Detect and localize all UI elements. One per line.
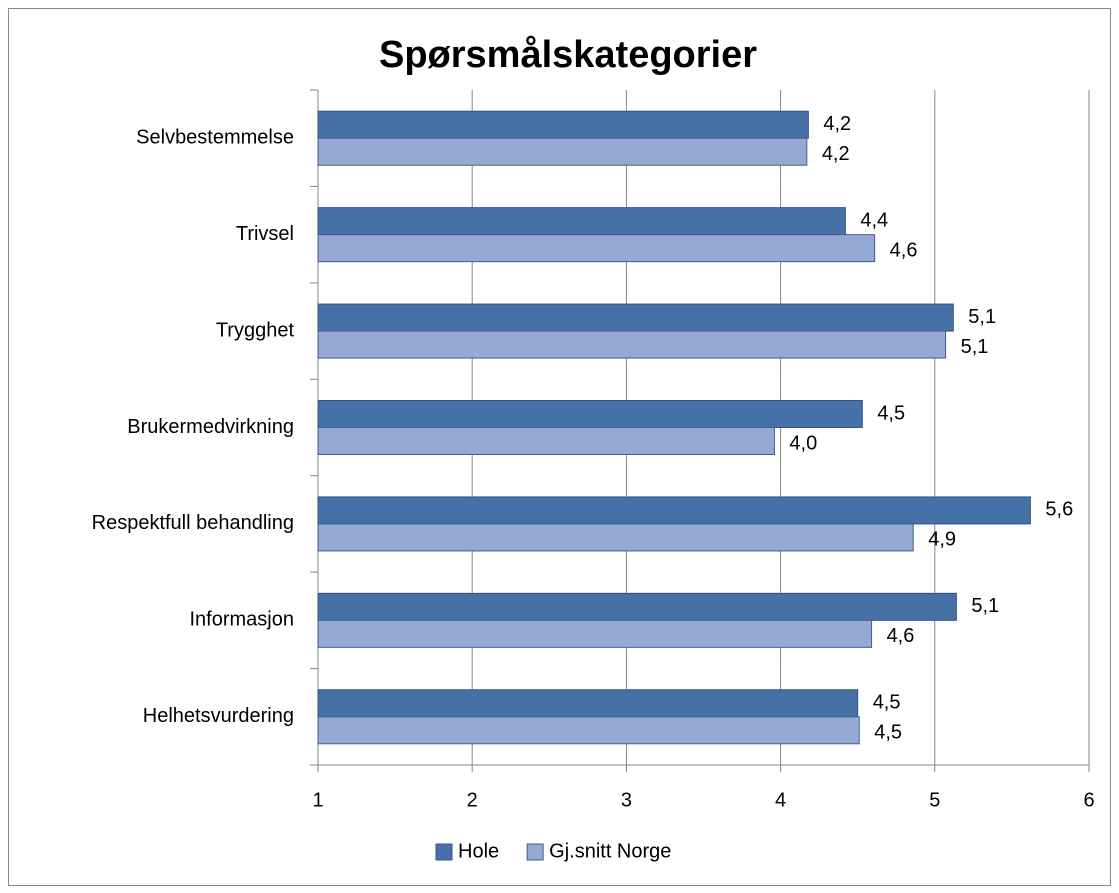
chart-title: Spørsmålskategorier (379, 34, 757, 76)
bar (317, 137, 808, 166)
legend-swatch (435, 843, 453, 861)
legend-label: Gj.snitt Norge (549, 840, 671, 862)
x-tick-label: 2 (467, 789, 478, 811)
y-tick-label: Helhetsvurdering (143, 705, 294, 727)
y-tick-label: Respektfull behandling (92, 512, 294, 534)
y-tick-label: Trygghet (216, 319, 295, 341)
y-tick-label: Informasjon (190, 609, 295, 631)
value-label: 5,6 (1045, 499, 1073, 521)
value-label: 4,4 (860, 209, 888, 231)
bar (317, 427, 775, 455)
x-tick-label: 4 (775, 789, 786, 811)
bar (317, 592, 957, 621)
bar (317, 496, 1031, 525)
bar (317, 303, 954, 332)
bar (317, 400, 863, 428)
bar (317, 523, 914, 552)
value-label: 4,6 (887, 625, 915, 647)
bar (317, 716, 860, 745)
x-tick-label: 1 (312, 789, 323, 811)
value-label: 4,9 (928, 529, 956, 551)
bar (317, 207, 846, 236)
bar (317, 619, 873, 648)
bar (317, 110, 809, 139)
value-label: 4,5 (874, 722, 902, 744)
y-tick-label: Selvbestemmelse (136, 126, 294, 148)
bar (317, 234, 876, 263)
x-tick-label: 3 (621, 789, 632, 811)
x-tick-label: 5 (929, 789, 940, 811)
y-tick-label: Trivsel (236, 223, 294, 245)
value-label: 4,5 (877, 402, 905, 424)
value-label: 4,5 (873, 692, 901, 714)
y-tick-label: Brukermedvirkning (127, 416, 294, 438)
value-label: 5,1 (971, 595, 999, 617)
value-label: 4,6 (890, 239, 918, 261)
legend-label: Hole (458, 840, 499, 862)
value-label: 4,2 (822, 143, 850, 165)
legend-swatch (526, 843, 544, 861)
x-tick-label: 6 (1083, 789, 1094, 811)
value-label: 4,0 (789, 432, 817, 454)
value-label: 5,1 (968, 306, 996, 328)
bar (317, 689, 859, 718)
value-label: 5,1 (961, 336, 989, 358)
bar (317, 330, 947, 359)
value-label: 4,2 (823, 113, 851, 135)
